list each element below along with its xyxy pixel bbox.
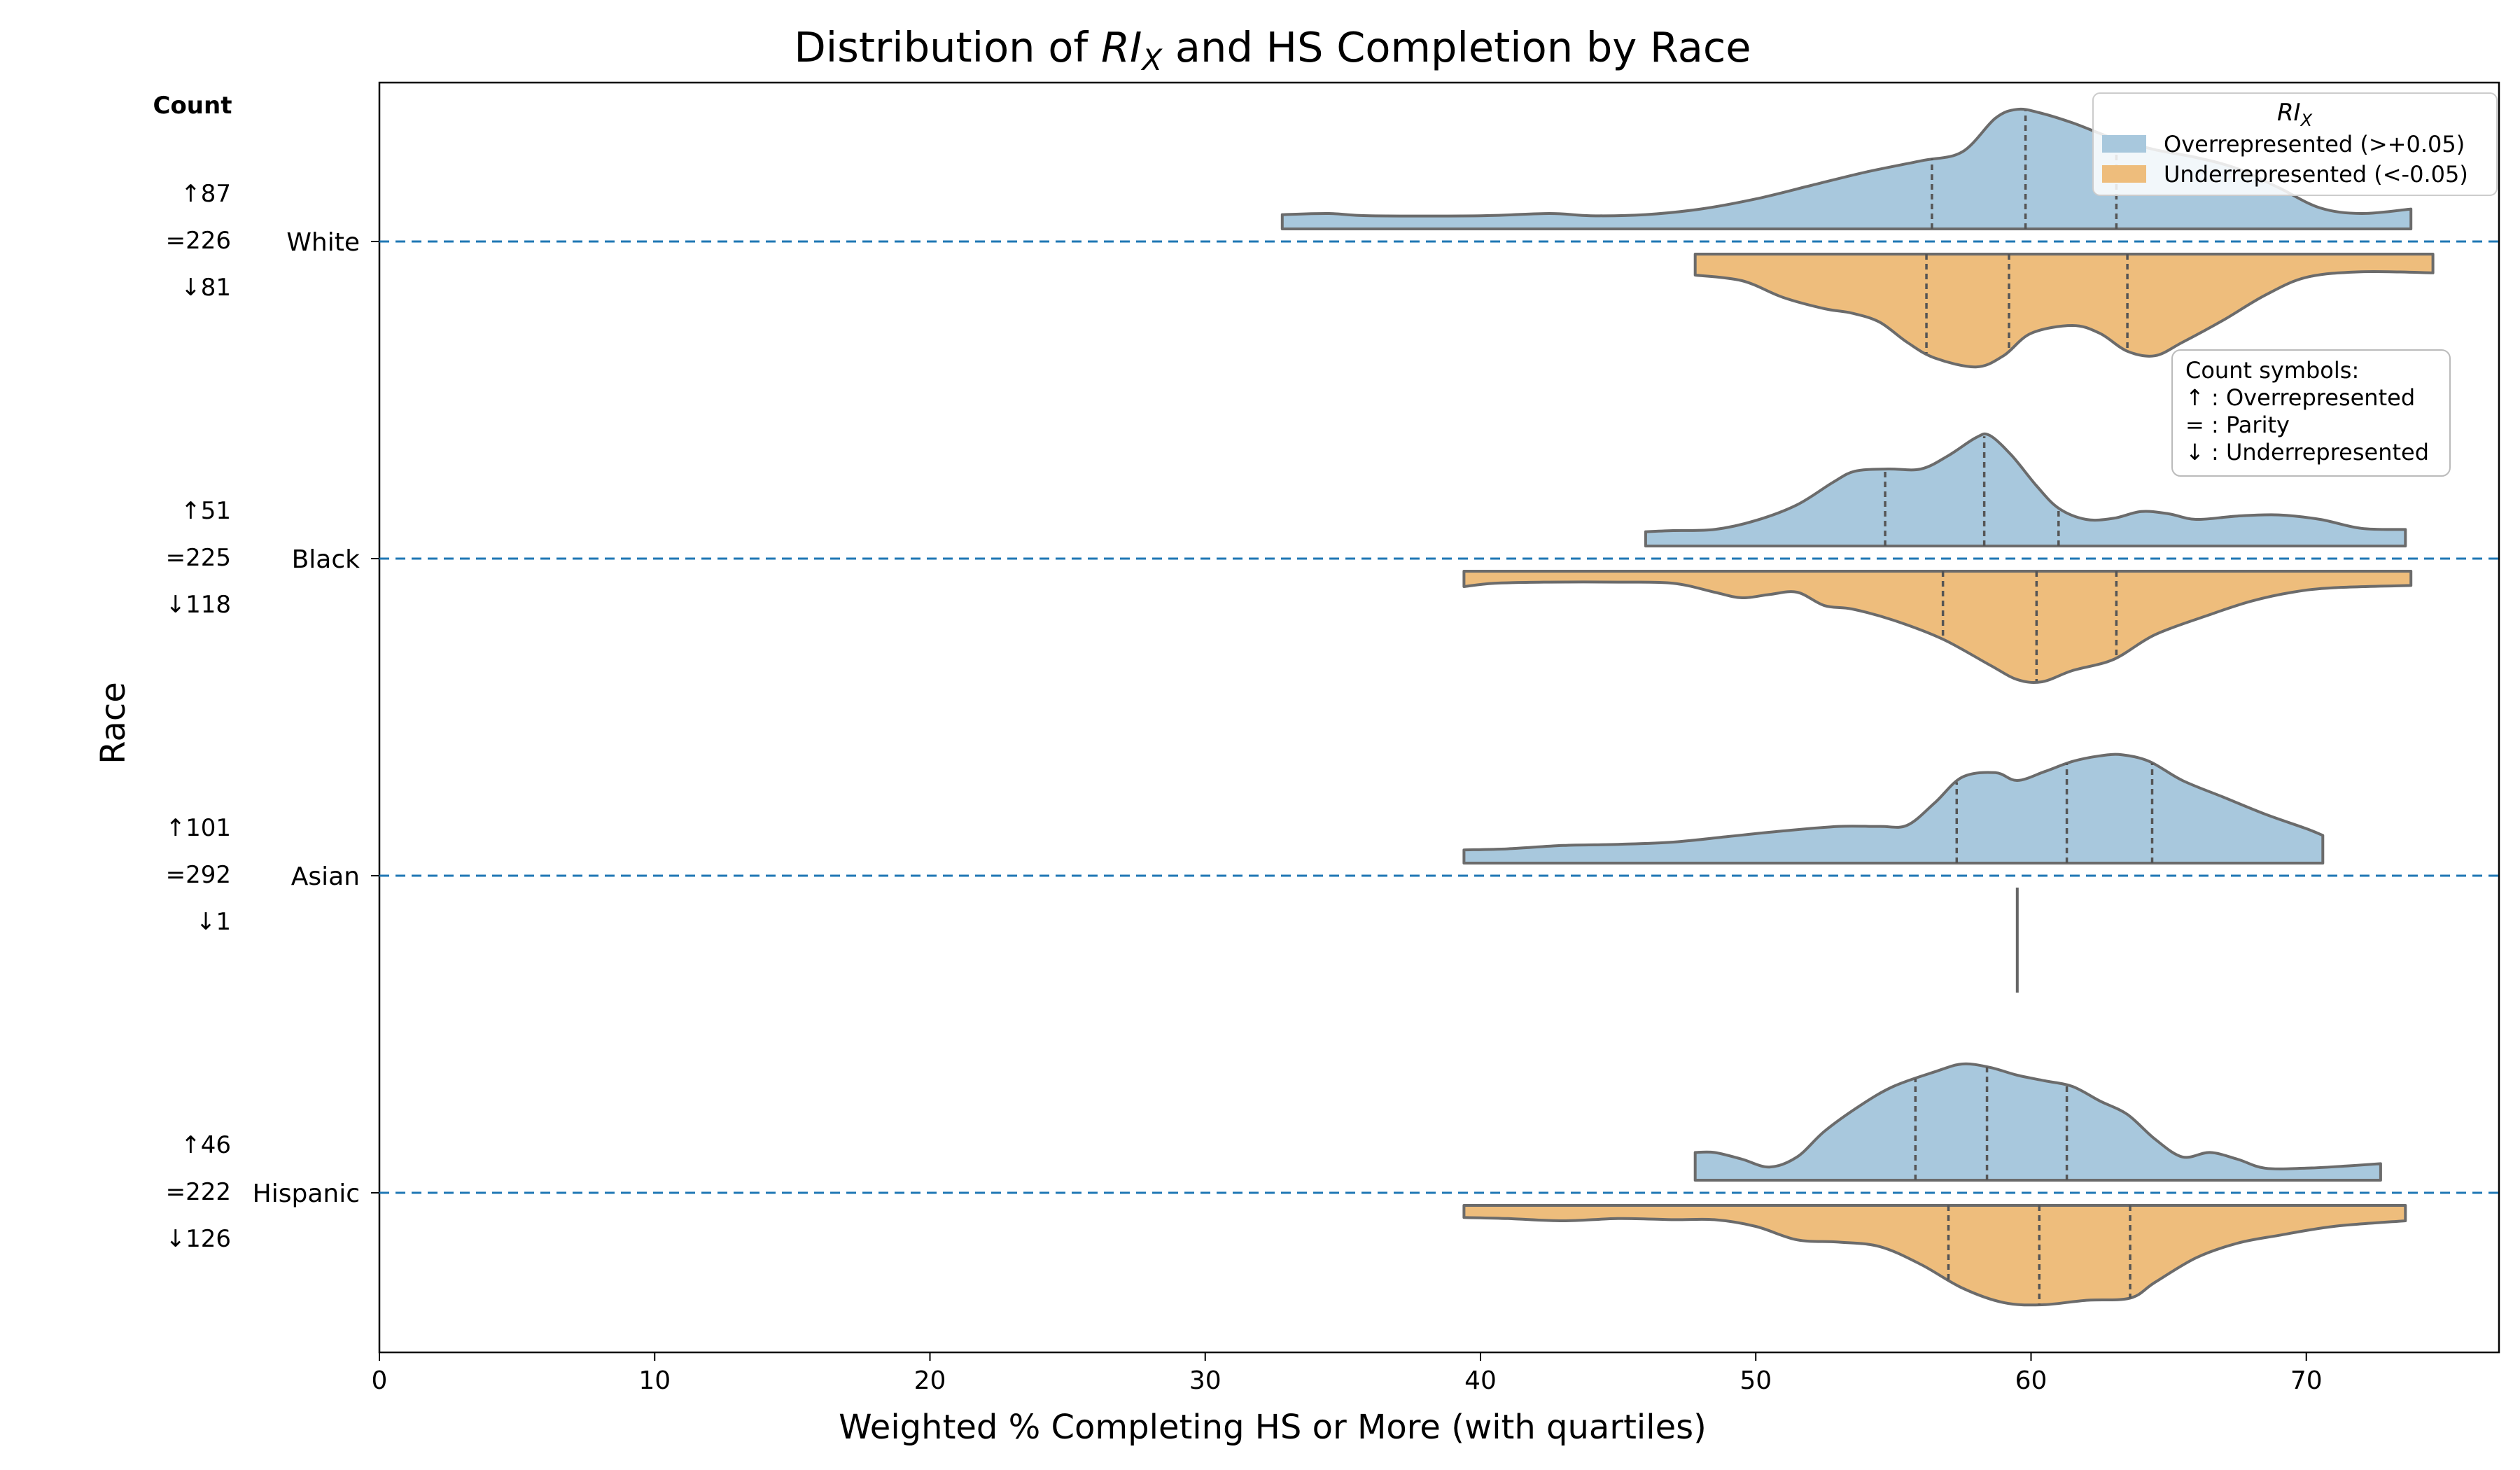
x-tick-label: 0 <box>372 1366 388 1395</box>
count-under: ↓1 <box>196 908 231 936</box>
violin-overrepresented <box>1693 1062 2382 1182</box>
count-over: ↑101 <box>166 814 231 842</box>
count-parity: =292 <box>166 861 231 889</box>
symbols-box-title: Count symbols: <box>2185 357 2359 384</box>
violin-overrepresented <box>1462 752 2325 864</box>
y-tick-label: Asian <box>291 862 360 891</box>
count-over: ↑46 <box>181 1131 231 1159</box>
x-tick-label: 70 <box>2290 1366 2323 1395</box>
legend-label-over: Overrepresented (>+0.05) <box>2164 131 2465 158</box>
x-tick-label: 20 <box>914 1366 946 1395</box>
count-header: Count <box>153 92 232 120</box>
count-over: ↑87 <box>181 180 231 208</box>
violin-underrepresented <box>1693 253 2435 369</box>
x-tick-label: 60 <box>2015 1366 2047 1395</box>
y-tick-label: Hispanic <box>253 1180 360 1208</box>
count-under: ↓118 <box>166 591 231 619</box>
y-axis-label: Race <box>94 682 133 764</box>
plot-area: 0 10 20 30 40 50 60 70 White ↑87 =226 ↓81 Black ↑51 =2… <box>166 81 2500 1395</box>
symbols-box-line-under: ↓ : Underrepresented <box>2185 439 2429 465</box>
legend: RIX Overrepresented (>+0.05) Underrepres… <box>2092 92 2498 196</box>
count-parity: =222 <box>166 1178 231 1206</box>
violin-overrepresented <box>1644 432 2407 547</box>
legend-swatch-over <box>2102 135 2146 153</box>
legend-label-under: Underrepresented (<-0.05) <box>2164 161 2468 188</box>
symbols-box-line-parity: = : Parity <box>2185 412 2290 438</box>
x-tick-label: 50 <box>1740 1366 1772 1395</box>
y-tick-label: Black <box>292 545 360 574</box>
legend-title: RIX <box>2277 99 2313 130</box>
count-symbols-box: Count symbols: ↑ : Overrepresented = : P… <box>2171 349 2451 477</box>
x-tick-label: 30 <box>1189 1366 1222 1395</box>
count-parity: =225 <box>166 544 231 572</box>
count-under: ↓126 <box>166 1225 231 1253</box>
count-under: ↓81 <box>181 274 231 302</box>
y-tick-label: White <box>286 228 360 257</box>
x-tick-label: 10 <box>638 1366 671 1395</box>
symbols-box-frame <box>2171 349 2451 477</box>
plot-frame <box>378 81 2500 1354</box>
x-tick-label: 40 <box>1464 1366 1497 1395</box>
count-parity: =226 <box>166 227 231 255</box>
chart-title: Distribution of RIX and HS Completion by… <box>794 23 1751 77</box>
symbols-box-line-over: ↑ : Overrepresented <box>2185 384 2415 411</box>
legend-frame <box>2092 92 2498 196</box>
violin-underrepresented <box>1462 570 2413 684</box>
x-axis-label: Weighted % Completing HS or More (with q… <box>839 1408 1707 1447</box>
legend-swatch-under <box>2102 165 2146 183</box>
violin-underrepresented <box>1462 1204 2407 1307</box>
count-over: ↑51 <box>181 497 231 525</box>
